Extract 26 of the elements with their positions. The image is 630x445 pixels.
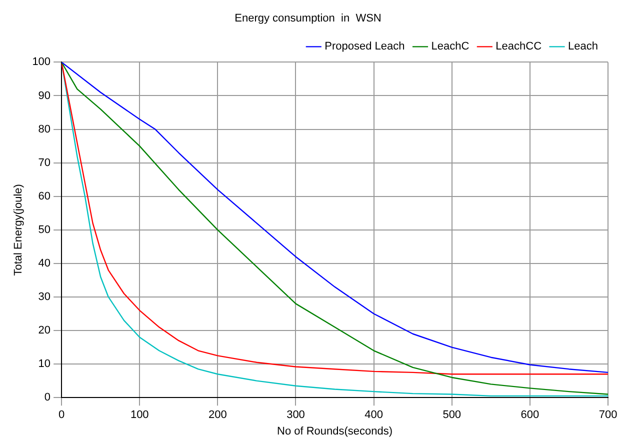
y-tick-label: 0 (44, 392, 51, 404)
y-tick-label: 40 (38, 257, 51, 270)
legend-label: Leach (568, 40, 598, 53)
y-tick-label: 10 (38, 358, 51, 370)
y-tick-label: 20 (38, 324, 51, 337)
x-tick-label: 700 (598, 409, 618, 422)
x-tick-label: 0 (58, 409, 65, 422)
y-tick-label: 60 (38, 190, 51, 202)
legend-label: LeachCC (496, 40, 542, 53)
legend-label: LeachC (431, 40, 470, 53)
chart-title: Energy consumption in WSN (234, 12, 382, 25)
y-tick-label: 50 (38, 224, 51, 236)
x-tick-label: 500 (442, 409, 462, 422)
y-tick-label: 100 (32, 56, 51, 68)
y-tick-label: 80 (38, 123, 51, 136)
y-tick-label: 70 (38, 156, 51, 169)
y-axis-title: Total Energy(joule) (12, 184, 25, 276)
x-axis-title: No of Rounds(seconds) (276, 425, 393, 438)
x-tick-label: 100 (130, 409, 149, 422)
y-tick-label: 30 (38, 291, 51, 304)
x-tick-label: 400 (364, 409, 383, 422)
x-tick-label: 200 (208, 409, 227, 422)
y-tick-label: 90 (38, 90, 51, 102)
legend-label: Proposed Leach (324, 40, 405, 53)
x-tick-label: 300 (286, 409, 305, 422)
x-tick-label: 600 (520, 409, 540, 422)
